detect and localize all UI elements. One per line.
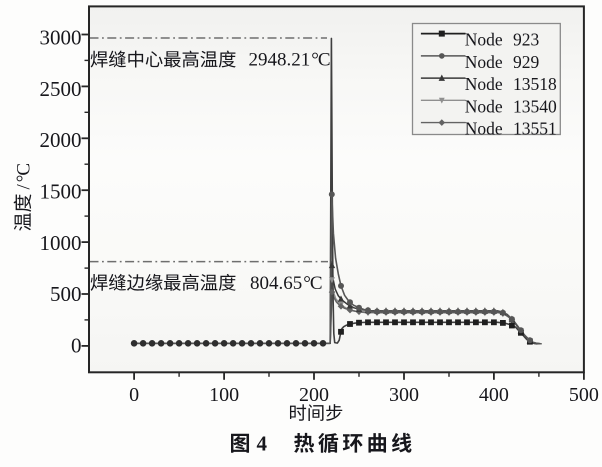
svg-text:13540: 13540 (513, 96, 557, 116)
svg-text:200: 200 (299, 384, 329, 406)
svg-text:100: 100 (209, 384, 239, 406)
svg-text:300: 300 (389, 384, 419, 406)
svg-text:Node: Node (465, 30, 503, 50)
svg-text:400: 400 (479, 384, 509, 406)
svg-text:1500: 1500 (40, 180, 82, 204)
svg-text:Node: Node (465, 96, 503, 116)
svg-text:Node: Node (465, 119, 503, 139)
svg-text:13518: 13518 (513, 74, 557, 94)
svg-text:500: 500 (569, 384, 599, 406)
svg-text:2000: 2000 (40, 128, 82, 152)
svg-text:929: 929 (513, 52, 540, 72)
svg-text:13551: 13551 (513, 119, 557, 139)
svg-text:0: 0 (129, 384, 139, 406)
svg-text:Node: Node (465, 74, 503, 94)
svg-text:500: 500 (50, 282, 82, 306)
svg-text:3000: 3000 (40, 26, 82, 50)
svg-text:2948.21°C: 2948.21°C (249, 50, 331, 71)
svg-text:/°C: /°C (14, 163, 35, 190)
svg-text:4: 4 (257, 432, 268, 456)
svg-text:Node: Node (465, 52, 503, 72)
svg-text:1000: 1000 (40, 231, 82, 255)
svg-text:804.65°C: 804.65°C (250, 273, 323, 294)
svg-text:2500: 2500 (40, 77, 82, 101)
svg-text:0: 0 (71, 334, 82, 358)
svg-text:923: 923 (513, 30, 540, 50)
